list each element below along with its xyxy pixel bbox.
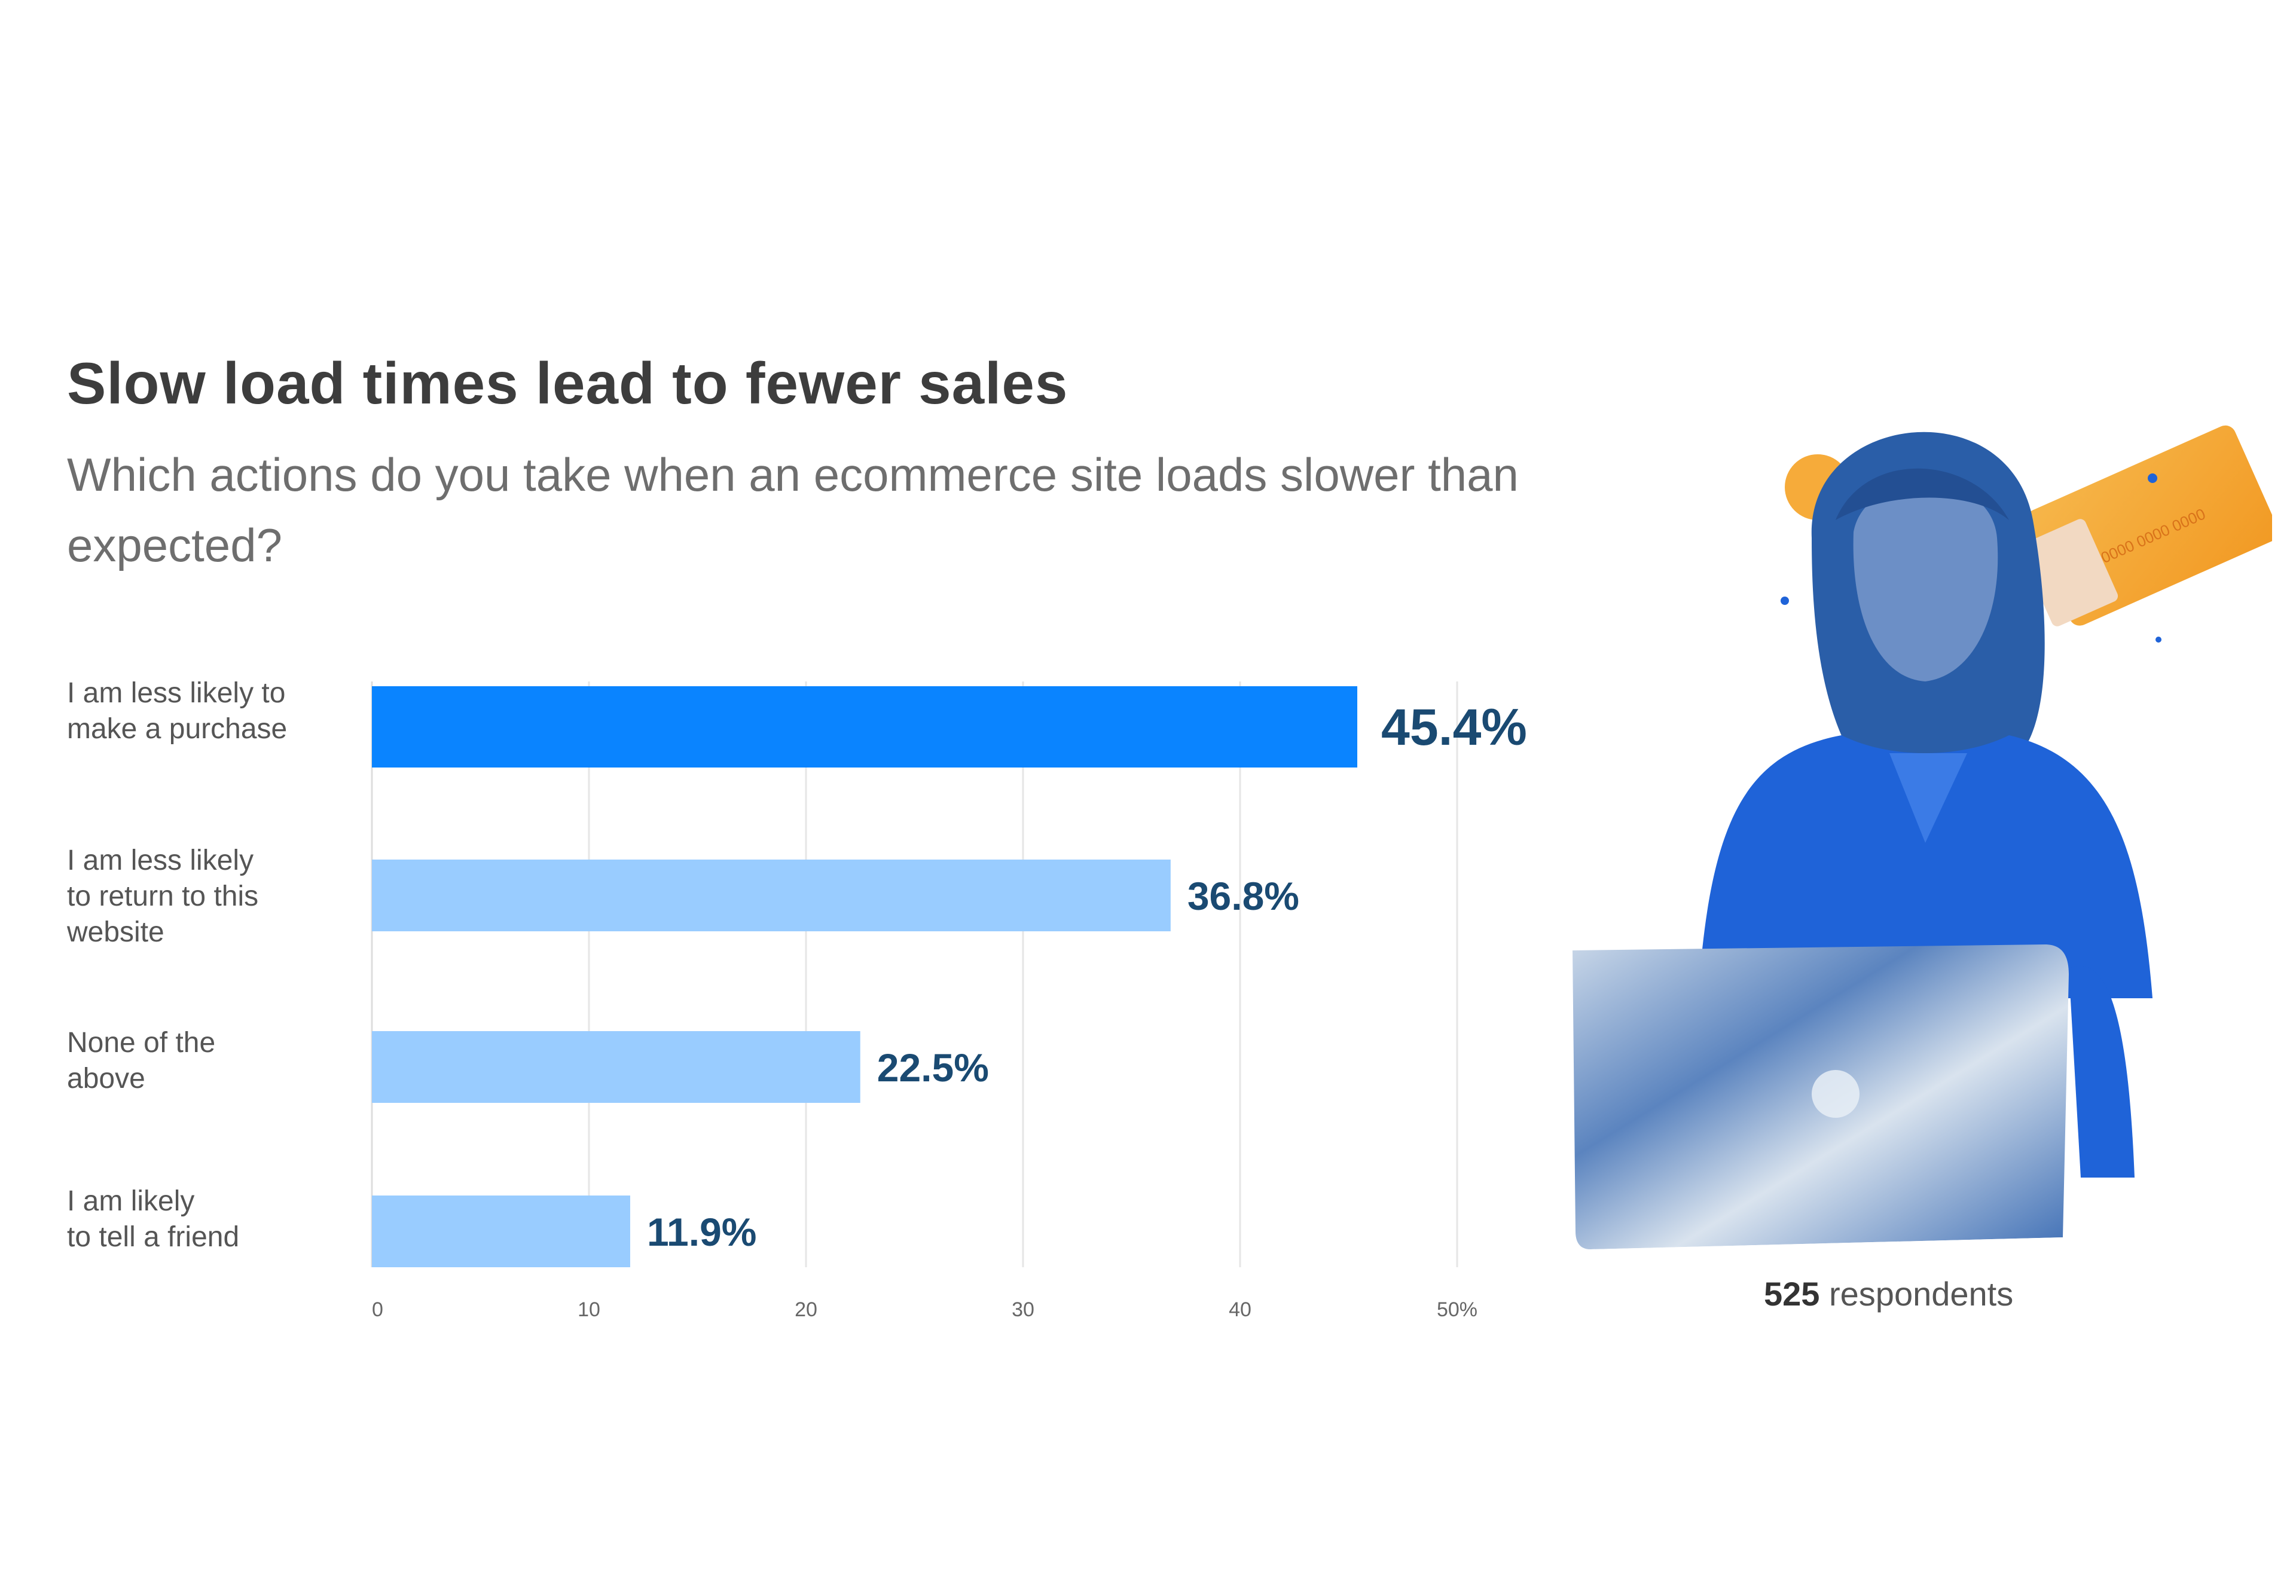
bar (372, 860, 1171, 931)
category-label: None of the above (67, 1027, 216, 1094)
face-shape (1853, 483, 1998, 681)
x-tick-label: 0 (372, 1298, 383, 1321)
bar-value-label: 45.4% (1381, 699, 1527, 756)
respondents-label: respondents (1829, 1275, 2014, 1313)
credit-card-icon: 0000 0000 0000 (2019, 425, 2272, 626)
bar (372, 686, 1358, 768)
category-label: I am less likely to return to this websi… (67, 845, 259, 948)
respondents-count: 525 (1764, 1275, 1820, 1313)
x-tick-label: 30 (1012, 1298, 1034, 1321)
chart-title: Slow load times lead to fewer sales (67, 350, 1068, 416)
bar-value-label: 11.9% (647, 1210, 757, 1254)
bar-value-label: 22.5% (877, 1045, 989, 1090)
x-tick-label: 20 (795, 1298, 817, 1321)
bar (372, 1196, 630, 1267)
bar-chart: 0 10 20 30 40 50% 45.4% 36.8% 22.5% 11.9% (371, 681, 1527, 1321)
x-tick-label: 10 (578, 1298, 600, 1321)
x-tick-label: 40 (1229, 1298, 1251, 1321)
respondents-note: 525 respondents (1764, 1274, 2013, 1313)
x-tick-label: 50% (1437, 1298, 1477, 1321)
chart-subtitle: Which actions do you take when an ecomme… (67, 448, 1519, 571)
bar (372, 1031, 860, 1103)
woman-with-laptop-illustration: 0000 0000 0000 (1573, 425, 2272, 1258)
shirt-shape (1698, 735, 2152, 998)
category-label: I am less likely to make a purchase (67, 677, 288, 745)
category-label: I am likely to tell a friend (67, 1185, 240, 1253)
bar-value-label: 36.8% (1187, 874, 1299, 918)
